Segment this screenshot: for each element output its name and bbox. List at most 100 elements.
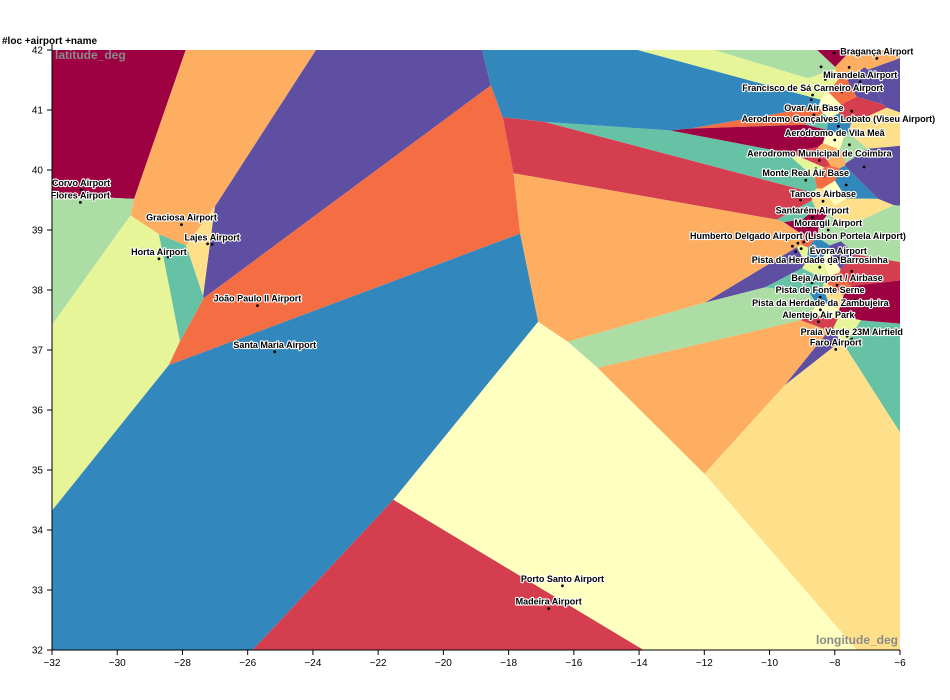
airport-point bbox=[821, 199, 825, 203]
y-tick-label: 39 bbox=[32, 226, 44, 237]
voronoi-cell bbox=[826, 113, 851, 136]
voronoi-cell bbox=[839, 132, 868, 164]
airport-point bbox=[830, 342, 833, 346]
airport-point bbox=[818, 159, 821, 162]
airport-label: Pista da Herdade da Zambujeira bbox=[752, 298, 890, 308]
airport-point bbox=[856, 235, 859, 239]
voronoi-cells bbox=[52, 50, 900, 650]
x-tick-label: −10 bbox=[761, 658, 778, 669]
y-tick-label: 32 bbox=[32, 646, 44, 657]
y-tick-label: 33 bbox=[32, 586, 44, 597]
voronoi-cell bbox=[252, 499, 644, 650]
airport-label: Corvo Airport bbox=[52, 178, 110, 188]
airport-label: Faro Airport bbox=[810, 337, 862, 347]
voronoi-cell bbox=[704, 341, 900, 650]
airport-point bbox=[836, 256, 840, 260]
airport-point bbox=[78, 201, 82, 204]
y-tick-label: 35 bbox=[32, 466, 44, 477]
airport-label: Flores Airport bbox=[51, 190, 110, 200]
airport-point bbox=[818, 265, 822, 269]
voronoi-cell bbox=[789, 147, 831, 168]
voronoi-cell bbox=[502, 117, 813, 220]
voronoi-cell bbox=[637, 50, 826, 100]
airport-point bbox=[830, 291, 833, 295]
y-tick-label: 36 bbox=[32, 406, 44, 417]
airport-point bbox=[850, 270, 854, 273]
airport-point bbox=[256, 304, 259, 307]
voronoi-cell bbox=[824, 272, 852, 296]
voronoi-cell bbox=[714, 50, 836, 79]
voronoi-cell bbox=[798, 232, 816, 248]
airport-label: Mirandela Airport bbox=[823, 70, 897, 80]
airport-point bbox=[811, 93, 814, 97]
airport-point bbox=[850, 337, 854, 341]
airport-point bbox=[166, 255, 170, 259]
airport-label: Ovar Air Base bbox=[784, 103, 843, 113]
airport-label: Horta Airport bbox=[131, 247, 187, 257]
voronoi-cell bbox=[130, 50, 316, 246]
airport-point bbox=[804, 208, 808, 212]
airport-label: Aerodromo Gonçalves Lobato (Viseu Airpor… bbox=[742, 114, 936, 124]
axes: −32 −30 −28 −26 −24 −22 −20 −18 −16 −14 −12 −10 −8 −6… bbox=[32, 44, 906, 669]
voronoi-cell bbox=[839, 254, 900, 286]
airport-point bbox=[561, 584, 564, 588]
airport-label: Porto Santo Airport bbox=[521, 574, 604, 584]
airport-label: Santarém Airport bbox=[776, 205, 849, 215]
airport-point bbox=[845, 334, 849, 338]
voronoi-cell bbox=[482, 50, 821, 131]
voronoi-cell bbox=[839, 280, 900, 324]
x-tick-label: −22 bbox=[370, 658, 387, 669]
voronoi-cell bbox=[814, 165, 840, 189]
airport-label: Monte Real Air Base bbox=[762, 168, 849, 178]
x-tick-label: −18 bbox=[500, 658, 517, 669]
voronoi-cell bbox=[543, 121, 818, 193]
x-tick-label: −26 bbox=[239, 658, 256, 669]
voronoi-cell bbox=[786, 152, 825, 178]
voronoi-cell bbox=[705, 247, 806, 303]
airport-point bbox=[875, 57, 879, 60]
voronoi-cell bbox=[776, 200, 816, 223]
airport-point bbox=[829, 262, 833, 265]
airport-point bbox=[840, 90, 844, 94]
voronoi-cell bbox=[567, 287, 817, 368]
airport-label: Morargil Airport bbox=[794, 218, 862, 228]
voronoi-cell bbox=[827, 241, 856, 270]
airport-point bbox=[862, 165, 866, 169]
voronoi-cell bbox=[811, 303, 841, 319]
airport-point bbox=[858, 80, 862, 84]
x-tick-label: −6 bbox=[894, 658, 906, 669]
airport-label: Aeródromo de Vila Meã bbox=[785, 128, 886, 138]
airport-label: Beja Airport / Airbase bbox=[791, 273, 882, 283]
x-axis-label: longitude_deg bbox=[816, 633, 898, 647]
voronoi-cell bbox=[802, 208, 827, 226]
airport-point bbox=[828, 151, 832, 155]
x-tick-label: −20 bbox=[435, 658, 452, 669]
airport-point bbox=[844, 183, 848, 187]
voronoi-cell bbox=[868, 58, 900, 113]
voronoi-cell bbox=[782, 222, 802, 248]
voronoi-cell bbox=[838, 96, 887, 124]
y-tick-label: 42 bbox=[32, 46, 44, 57]
airport-point bbox=[807, 303, 811, 306]
airport-point bbox=[818, 295, 822, 299]
airport-point bbox=[810, 216, 814, 219]
airport-point bbox=[859, 130, 863, 134]
voronoi-cell bbox=[841, 205, 900, 263]
voronoi-cell bbox=[203, 50, 491, 299]
voronoi-cell bbox=[52, 50, 186, 199]
airport-label: Évora Airport bbox=[810, 246, 867, 256]
voronoi-cell bbox=[807, 69, 840, 93]
airport-point bbox=[833, 138, 837, 142]
voronoi-cell bbox=[797, 244, 809, 263]
airport-point bbox=[206, 242, 209, 246]
airport-point bbox=[813, 132, 816, 136]
x-tick-label: −16 bbox=[565, 658, 582, 669]
airport-point bbox=[79, 188, 83, 192]
airport-point bbox=[816, 119, 820, 123]
airport-point bbox=[157, 257, 161, 261]
x-tick-label: −12 bbox=[696, 658, 713, 669]
airport-point bbox=[819, 308, 822, 312]
voronoi-cell bbox=[597, 320, 829, 474]
x-tick-label: −32 bbox=[44, 658, 61, 669]
airport-label: Santa Maria Airport bbox=[233, 340, 316, 350]
